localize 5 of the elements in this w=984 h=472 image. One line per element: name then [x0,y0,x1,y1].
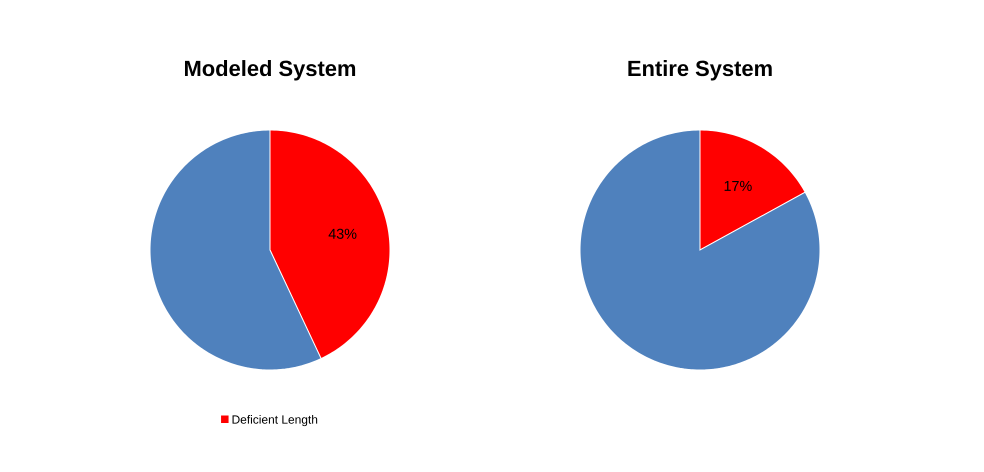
data-label: 43% [328,228,356,239]
chart-title: Entire System [628,60,772,80]
legend-label: Deficient Length [232,414,318,426]
chart-title: Modeled System [184,60,356,80]
data-label: 17% [724,180,752,191]
